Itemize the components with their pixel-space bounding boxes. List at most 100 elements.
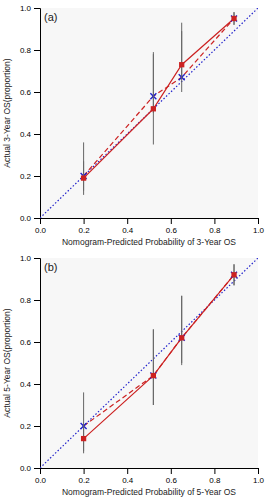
y-tick-label: 0.6 [20, 88, 32, 97]
x-tick: 0.2 [79, 468, 91, 485]
error-bar [181, 23, 182, 80]
y-axis-title: Actual 3-Year OS(proportion) [2, 58, 12, 167]
y-tick-label: 0.2 [20, 172, 32, 181]
point [150, 373, 156, 379]
plot-background [40, 8, 258, 218]
x-tick: 0.8 [209, 218, 221, 235]
panel: 0.00.20.40.60.81.00.00.20.40.60.81.0(b)N… [2, 254, 265, 497]
x-tick-label: 1.0 [253, 476, 265, 485]
y-tick-label: 0.2 [20, 422, 32, 431]
x-tick: 0.0 [35, 468, 47, 485]
error-bar [153, 52, 154, 144]
x-axis-line [41, 469, 259, 475]
series-line [84, 275, 234, 439]
y-tick: 0.8 [20, 296, 40, 305]
point [179, 62, 184, 67]
point [81, 436, 86, 441]
y-axis: 0.00.20.40.60.81.0 [20, 254, 41, 473]
x-tick-label: 0.4 [122, 476, 134, 485]
y-tick: 0.6 [20, 88, 40, 97]
point [231, 272, 236, 277]
x-tick-label: 0.4 [122, 226, 134, 235]
x-tick-mark [214, 468, 215, 474]
y-axis: 0.0 0.2 0.4 0.6 0.8 1.0 [20, 4, 41, 223]
x-tick-label: 0.0 [35, 226, 47, 235]
series-line [84, 275, 234, 426]
error-bar [153, 329, 154, 405]
point [151, 373, 156, 378]
y-tick-mark [34, 218, 40, 219]
y-tick-mark [34, 50, 40, 51]
y-tick-mark [34, 300, 40, 301]
y-axis-title: Actual 5-Year OS(proportion) [2, 308, 12, 417]
y-tick: 0.0 [20, 464, 40, 473]
y-tick: 0.0 [20, 214, 40, 223]
y-tick-label: 0.8 [20, 46, 32, 55]
x-tick: 0.8 [209, 468, 221, 485]
y-tick-label: 0.4 [20, 380, 32, 389]
x-tick-mark [84, 468, 85, 474]
y-tick-mark [34, 176, 40, 177]
x-tick: 0.2 [79, 218, 91, 235]
y-tick: 0.6 [20, 338, 40, 347]
chart: 0.0 0.2 0.4 0.6 0.8 1.0 0.0 0.2 0.4 0.6 0.8 1.0 (a) N… [0, 0, 270, 500]
series-line [84, 19, 234, 177]
error-bar [181, 296, 182, 365]
y-tick-label: 0.6 [20, 338, 32, 347]
series-line [84, 19, 234, 179]
x-axis: 0.0 0.2 0.4 0.6 0.8 1.0 [35, 218, 265, 235]
point [231, 16, 236, 21]
x-tick-mark [127, 468, 128, 474]
x-tick-mark [84, 218, 85, 224]
y-tick: 0.4 [20, 130, 40, 139]
point [179, 335, 184, 340]
point [231, 272, 237, 278]
y-tick-mark [34, 384, 40, 385]
x-tick: 1.0 [253, 468, 265, 485]
point [81, 175, 86, 180]
y-tick: 0.4 [20, 380, 40, 389]
x-tick-label: 0.6 [166, 226, 178, 235]
x-tick-mark [171, 468, 172, 474]
y-tick: 0.2 [20, 172, 40, 181]
panel: 0.0 0.2 0.4 0.6 0.8 1.0 0.0 0.2 0.4 0.6 0.8 1.0 (a) N… [2, 4, 265, 247]
y-tick: 0.8 [20, 46, 40, 55]
plot-area [40, 8, 258, 218]
point [179, 335, 185, 341]
plot-area [40, 258, 258, 468]
x-axis-line [41, 219, 259, 225]
x-tick-label: 0.0 [35, 476, 47, 485]
y-tick-label: 1.0 [20, 4, 32, 13]
x-axis: 0.00.20.40.60.81.0 [35, 468, 265, 485]
x-tick: 0.4 [122, 218, 134, 235]
y-tick-mark [34, 468, 40, 469]
x-tick: 0.0 [35, 218, 47, 235]
point [151, 106, 156, 111]
x-tick-label: 0.2 [79, 476, 91, 485]
error-bar [153, 329, 154, 405]
y-tick-label: 0.8 [20, 296, 32, 305]
panel-title: (b) [44, 261, 57, 273]
y-tick-mark [34, 342, 40, 343]
x-tick-mark [171, 218, 172, 224]
x-tick-mark [214, 218, 215, 224]
series-line [40, 258, 258, 468]
y-axis-line [34, 9, 41, 219]
y-tick-label: 0.4 [20, 130, 32, 139]
plot-background [40, 258, 258, 468]
series-line [40, 8, 258, 218]
x-axis-title: Nomogram-Predicted Probability of 3-Year… [62, 237, 236, 247]
x-tick: 0.6 [166, 218, 178, 235]
y-tick-mark [34, 134, 40, 135]
y-tick-mark [34, 258, 40, 259]
y-tick-mark [34, 426, 40, 427]
x-tick-mark [127, 218, 128, 224]
y-tick: 0.2 [20, 422, 40, 431]
x-axis-title: Nomogram-Predicted Probability of 5-Year… [62, 487, 236, 497]
panel-title: (a) [44, 11, 57, 23]
y-tick-label: 0.0 [20, 464, 32, 473]
y-axis-line [34, 259, 41, 469]
x-tick-label: 0.8 [209, 476, 221, 485]
x-tick-label: 0.2 [79, 226, 91, 235]
x-tick: 1.0 [253, 218, 265, 235]
